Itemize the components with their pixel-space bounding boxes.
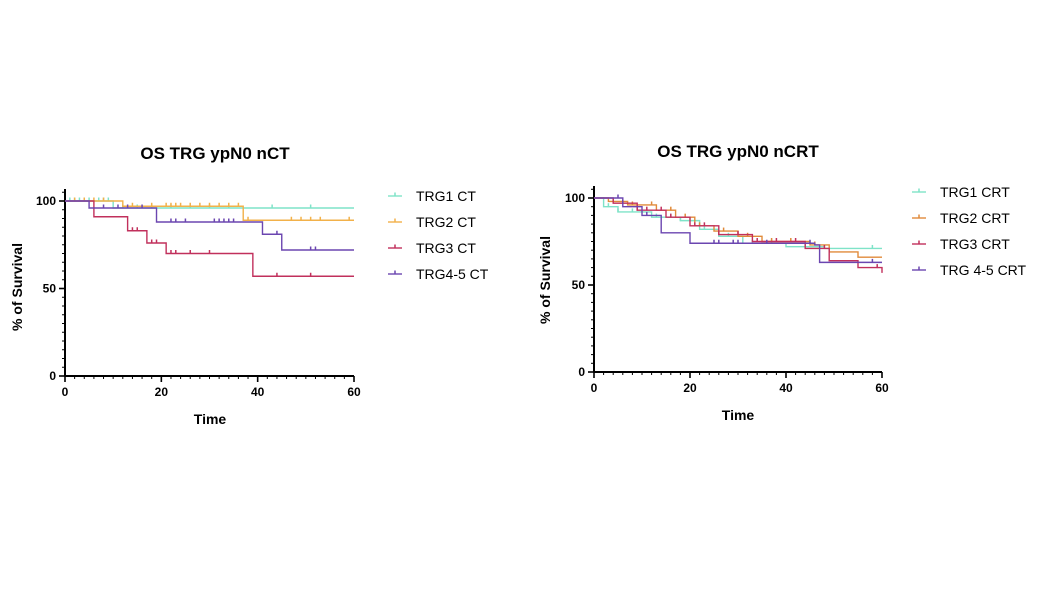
chart-left-x-tick-label: 0 [62,385,69,399]
chart-left-y-tick-label: 100 [36,194,56,208]
chart-right-series-line-2 [594,197,882,258]
chart-right-legend-label: TRG3 CRT [940,236,1010,252]
chart-right: OS TRG ypN0 nCRT Time % of Survival 0 50 1… [537,142,1027,423]
chart-left-legend: TRG1 CT TRG2 CT TRG3 CT TRG4-5 CT [388,188,489,282]
chart-left-legend-label: TRG2 CT [416,214,476,230]
chart-left-x-tick-label: 40 [251,385,265,399]
chart-right-y-tick-label: 100 [565,191,585,205]
chart-left-legend-label: TRG3 CT [416,240,476,256]
chart-left-x-tick-label: 20 [155,385,169,399]
chart-left-series-line-4 [65,200,354,251]
chart-left-ylabel: % of Survival [9,243,25,331]
chart-right-x-tick-label: 40 [779,381,793,395]
chart-left-y-tick-label: 0 [49,369,56,383]
chart-left-legend-label: TRG4-5 CT [416,266,489,282]
chart-right-legend-label: TRG 4-5 CRT [940,262,1027,278]
chart-right-plot: 0 50 100 0 20 40 60 [565,186,889,395]
chart-right-legend: TRG1 CRT TRG2 CRT TRG3 CRT TRG 4-5 CRT [912,184,1027,278]
chart-right-x-tick-label: 60 [875,381,889,395]
chart-right-y-tick-label: 50 [572,278,586,292]
chart-right-series-line-4 [594,197,882,264]
chart-left-series-line-2 [65,200,354,221]
chart-left: OS TRG ypN0 nCT Time % of Survival 0 50 10… [9,144,489,427]
chart-right-x-tick-label: 20 [683,381,697,395]
chart-left-series-line-3 [65,200,354,277]
chart-left-y-tick-label: 50 [43,282,57,296]
chart-left-legend-label: TRG1 CT [416,188,476,204]
chart-right-title: OS TRG ypN0 nCRT [657,142,819,161]
chart-left-x-tick-label: 60 [347,385,361,399]
chart-right-legend-label: TRG2 CRT [940,210,1010,226]
chart-right-x-tick-label: 0 [591,381,598,395]
chart-right-xlabel: Time [722,407,755,423]
chart-left-plot: 0 50 100 0 20 40 60 [36,189,361,399]
chart-right-y-tick-label: 0 [578,365,585,379]
chart-left-xlabel: Time [194,411,227,427]
chart-right-ylabel: % of Survival [537,236,553,324]
chart-right-legend-label: TRG1 CRT [940,184,1010,200]
chart-left-title: OS TRG ypN0 nCT [140,144,290,163]
